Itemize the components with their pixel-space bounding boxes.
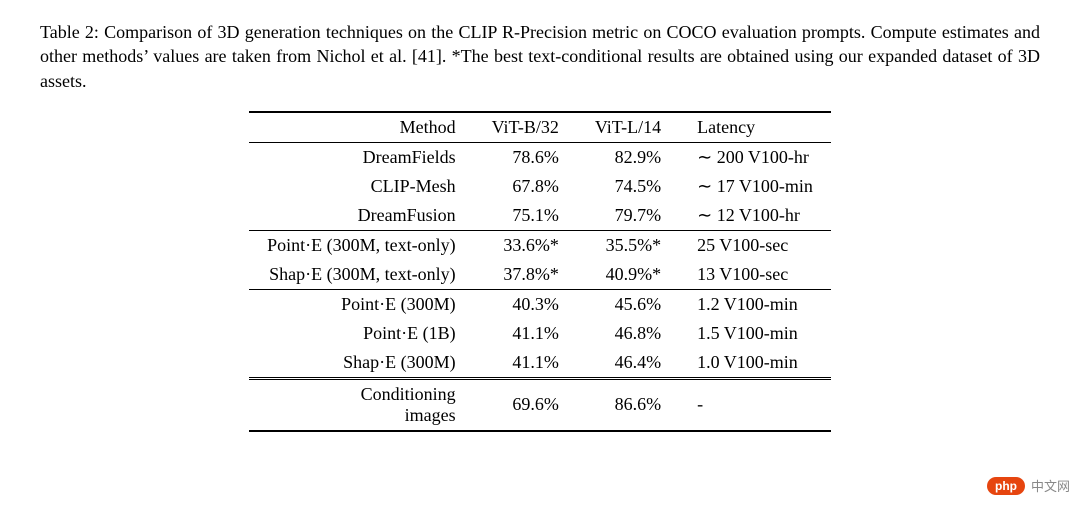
cell-method: Conditioning images — [249, 378, 473, 431]
table-row: Conditioning images 69.6% 86.6% - — [249, 378, 831, 431]
cell-method: Shap·E (300M, text-only) — [249, 260, 473, 290]
cell-vitb32: 78.6% — [474, 142, 577, 172]
cell-vitl14: 82.9% — [577, 142, 679, 172]
cell-method: CLIP-Mesh — [249, 172, 473, 201]
cell-latency: 1.0 V100-min — [679, 348, 831, 379]
cell-method: DreamFusion — [249, 201, 473, 231]
col-latency: Latency — [679, 112, 831, 143]
cell-vitl14: 46.4% — [577, 348, 679, 379]
cell-latency: 1.2 V100-min — [679, 289, 831, 319]
cell-latency: - — [679, 378, 831, 431]
cell-vitb32: 37.8%* — [474, 260, 577, 290]
cell-method: Point·E (1B) — [249, 319, 473, 348]
table-row: Point·E (1B) 41.1% 46.8% 1.5 V100-min — [249, 319, 831, 348]
cell-method-line1: Conditioning — [361, 384, 456, 404]
cell-latency: ∼ 12 V100-hr — [679, 201, 831, 231]
col-vitl14: ViT-L/14 — [577, 112, 679, 143]
cell-vitl14: 74.5% — [577, 172, 679, 201]
cell-vitb32: 75.1% — [474, 201, 577, 231]
table-row: DreamFields 78.6% 82.9% ∼ 200 V100-hr — [249, 142, 831, 172]
col-vitb32: ViT-B/32 — [474, 112, 577, 143]
cell-latency: ∼ 200 V100-hr — [679, 142, 831, 172]
cell-latency: 25 V100-sec — [679, 230, 831, 260]
cell-vitl14: 35.5%* — [577, 230, 679, 260]
cell-vitl14: 46.8% — [577, 319, 679, 348]
results-table: Method ViT-B/32 ViT-L/14 Latency DreamFi… — [249, 111, 831, 432]
cell-latency: 1.5 V100-min — [679, 319, 831, 348]
cell-vitb32: 69.6% — [474, 378, 577, 431]
cell-vitl14: 40.9%* — [577, 260, 679, 290]
table-row: Point·E (300M, text-only) 33.6%* 35.5%* … — [249, 230, 831, 260]
cell-latency: ∼ 17 V100-min — [679, 172, 831, 201]
cell-vitb32: 33.6%* — [474, 230, 577, 260]
cell-method-line2: images — [405, 405, 456, 425]
table-row: Shap·E (300M, text-only) 37.8%* 40.9%* 1… — [249, 260, 831, 290]
cell-vitl14: 45.6% — [577, 289, 679, 319]
table-row: Shap·E (300M) 41.1% 46.4% 1.0 V100-min — [249, 348, 831, 379]
table-caption: Table 2: Comparison of 3D generation tec… — [40, 20, 1040, 93]
cell-method: DreamFields — [249, 142, 473, 172]
table-row: DreamFusion 75.1% 79.7% ∼ 12 V100-hr — [249, 201, 831, 231]
cell-vitb32: 41.1% — [474, 348, 577, 379]
table-row: CLIP-Mesh 67.8% 74.5% ∼ 17 V100-min — [249, 172, 831, 201]
cell-vitl14: 86.6% — [577, 378, 679, 431]
col-method: Method — [249, 112, 473, 143]
cell-vitl14: 79.7% — [577, 201, 679, 231]
watermark-text: 中文网 — [1031, 476, 1070, 495]
cell-vitb32: 41.1% — [474, 319, 577, 348]
cell-latency: 13 V100-sec — [679, 260, 831, 290]
cell-vitb32: 40.3% — [474, 289, 577, 319]
cell-method: Point·E (300M, text-only) — [249, 230, 473, 260]
cell-vitb32: 67.8% — [474, 172, 577, 201]
watermark-badge: php — [987, 477, 1025, 495]
cell-method: Point·E (300M) — [249, 289, 473, 319]
table-row: Point·E (300M) 40.3% 45.6% 1.2 V100-min — [249, 289, 831, 319]
cell-method: Shap·E (300M) — [249, 348, 473, 379]
watermark: php 中文网 — [987, 476, 1070, 495]
